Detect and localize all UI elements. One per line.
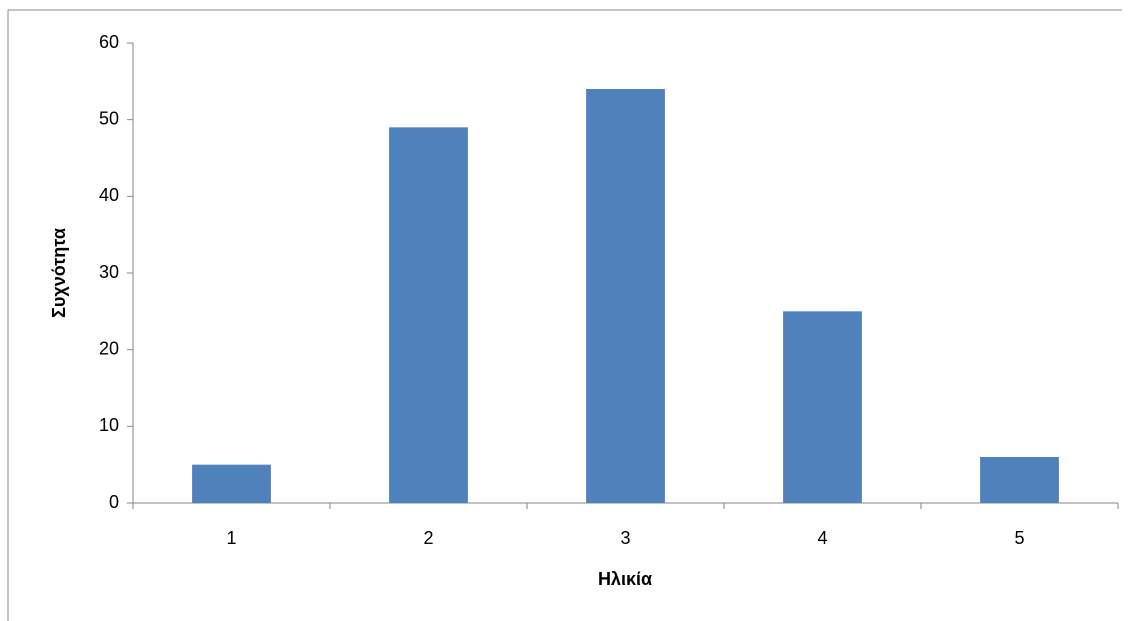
y-tick-label: 60 <box>99 32 119 52</box>
y-tick-label: 0 <box>109 492 119 512</box>
x-tick-label: 2 <box>423 528 433 548</box>
y-tick-label: 40 <box>99 185 119 205</box>
bar <box>586 89 665 503</box>
x-tick-label: 1 <box>226 528 236 548</box>
y-tick-label: 20 <box>99 338 119 358</box>
x-axis-title: Ηλικία <box>598 569 652 589</box>
x-tick-label: 4 <box>817 528 827 548</box>
bar <box>980 457 1059 503</box>
y-tick-label: 10 <box>99 415 119 435</box>
x-tick-label: 5 <box>1014 528 1024 548</box>
y-tick-label: 50 <box>99 108 119 128</box>
y-axis-title: Συχνότητα <box>49 228 69 318</box>
x-tick-label: 3 <box>620 528 630 548</box>
bar <box>389 127 468 503</box>
y-tick-label: 30 <box>99 262 119 282</box>
bar <box>192 464 271 503</box>
bar <box>783 311 862 503</box>
